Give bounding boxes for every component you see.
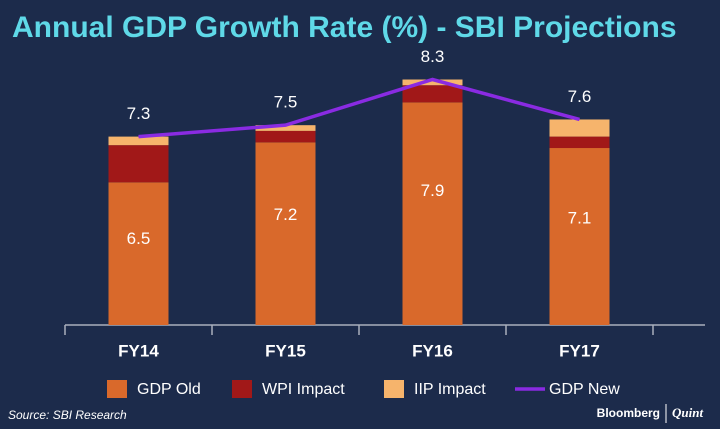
legend-swatch: [107, 380, 127, 398]
legend-label: WPI Impact: [262, 381, 345, 398]
data-label: 7.3: [127, 104, 151, 123]
legend-label: IIP Impact: [414, 381, 486, 398]
legend-label: GDP Old: [137, 381, 201, 398]
bar-segment: [549, 136, 610, 149]
bar-segment: [402, 79, 463, 86]
bar-segment: [402, 85, 463, 103]
chart-title: Annual GDP Growth Rate (%) - SBI Project…: [12, 11, 677, 44]
bar-segment: [108, 182, 169, 325]
legend-swatch: [384, 380, 404, 398]
source: Source: SBI Research: [8, 408, 127, 422]
credit: Quint: [672, 405, 703, 420]
data-label: 7.2: [274, 205, 298, 224]
credit: Bloomberg: [597, 406, 660, 420]
data-label: 7.1: [568, 208, 592, 227]
bar-segment: [255, 125, 316, 131]
bar-segment: [255, 130, 316, 143]
data-label: 8.3: [421, 47, 445, 66]
data-label: 7.5: [274, 93, 298, 112]
data-label: 6.5: [127, 229, 151, 248]
bar-segment: [549, 148, 610, 325]
data-label: 7.6: [568, 87, 592, 106]
data-label: 7.9: [421, 181, 445, 200]
x-tick-label: FY17: [559, 341, 600, 360]
x-tick-label: FY14: [118, 341, 159, 360]
bar-segment: [549, 119, 610, 137]
line: [138, 77, 580, 139]
legend-label: GDP New: [549, 381, 620, 398]
legend-swatch: [232, 380, 252, 398]
bar-segment: [402, 102, 463, 325]
bar-segment: [108, 145, 169, 183]
bar-segment: [255, 142, 316, 325]
bar-segment: [108, 136, 169, 146]
x-tick-label: FY16: [412, 341, 453, 360]
x-tick-label: FY15: [265, 341, 306, 360]
